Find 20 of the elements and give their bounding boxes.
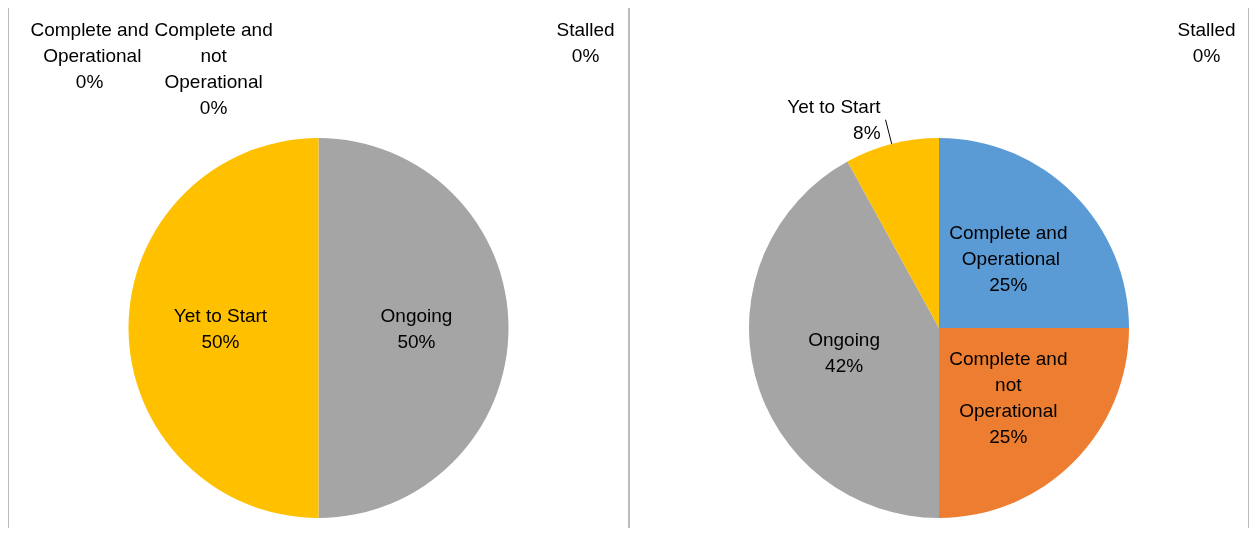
slice-label: Yet to Start [173,304,268,326]
slice-label: Ongoing [380,304,453,326]
text: 0% [199,96,228,118]
text: 0% [1192,44,1221,66]
data-label: 25% [989,274,1028,296]
data-label: 50% [201,330,240,352]
category-label: Complete and Operational [30,18,149,66]
text: 0% [571,44,600,66]
category-label: Stalled [556,18,615,40]
data-label: 42% [825,354,864,376]
slice-label: Complete and Operational [949,222,1068,270]
slice-label: Complete and not Operational [949,347,1068,421]
slice-label: Yet to Start [787,96,882,118]
data-label: 50% [397,330,436,352]
data-label: 25% [989,425,1028,447]
text: 0% [75,70,104,92]
slice-label: Ongoing [808,328,880,350]
data-label: 8% [853,122,881,144]
category-label: Stalled [1177,18,1236,40]
category-label: Complete and not Operational [154,18,273,92]
